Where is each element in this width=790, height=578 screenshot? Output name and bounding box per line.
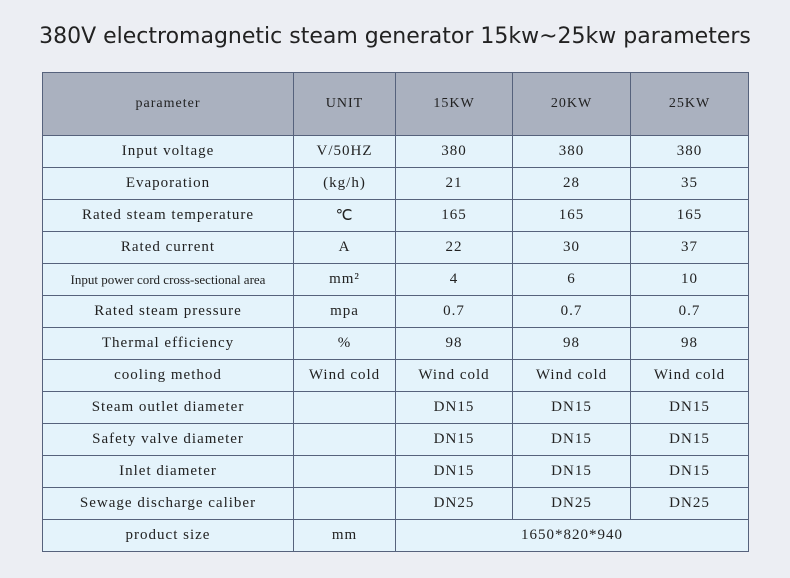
table-cell: Rated steam pressure <box>42 295 294 328</box>
table-row: Thermal efficiency% 98 98 98 <box>42 327 749 360</box>
table-cell: Input voltage <box>42 135 294 168</box>
table-cell: 28 <box>512 167 631 200</box>
table-cell: UNIT <box>293 72 396 136</box>
table-cell: DN15 <box>395 391 513 424</box>
table-cell: cooling method <box>42 359 294 392</box>
table-row: Input power cord cross-sectional area mm²… <box>42 263 749 296</box>
table-cell: A <box>293 231 396 264</box>
table-row: Rated steam temperature ℃ 165 165 165 <box>42 199 749 232</box>
table-cell: DN15 <box>630 423 749 456</box>
table-row: product size mm 1650*820*940 <box>42 519 749 552</box>
table-cell: DN15 <box>395 455 513 488</box>
table-cell: 380 <box>630 135 749 168</box>
table-cell: Input power cord cross-sectional area <box>42 263 294 296</box>
table-cell: DN15 <box>630 455 749 488</box>
table-cell: ℃ <box>293 199 396 232</box>
table-cell: 0.7 <box>512 295 631 328</box>
table-cell: Wind cold <box>293 359 396 392</box>
table-cell: mm² <box>293 263 396 296</box>
table-cell: Wind cold <box>512 359 631 392</box>
table-cell <box>293 423 396 456</box>
table-cell: 380 <box>395 135 513 168</box>
table-cell: mpa <box>293 295 396 328</box>
table-cell: 165 <box>630 199 749 232</box>
table-cell: Steam outlet diameter <box>42 391 294 424</box>
table-cell: 6 <box>512 263 631 296</box>
table-cell: DN15 <box>512 391 631 424</box>
table-cell: DN15 <box>630 391 749 424</box>
table-row: Steam outlet diameter DN15 DN15 DN15 <box>42 391 749 424</box>
table-cell: 15KW <box>395 72 513 136</box>
table-cell: 25KW <box>630 72 749 136</box>
table-cell: Wind cold <box>395 359 513 392</box>
table-row: Safety valve diameter DN15 DN15 DN15 <box>42 423 749 456</box>
table-row: Inlet diameter DN15 DN15 DN15 <box>42 455 749 488</box>
table-cell: Sewage discharge caliber <box>42 487 294 520</box>
table-row: Rated steam pressure mpa 0.7 0.7 0.7 <box>42 295 749 328</box>
table-cell: 98 <box>395 327 513 360</box>
table-row: Sewage discharge caliber DN25 DN25 DN25 <box>42 487 749 520</box>
table-cell: 380 <box>512 135 631 168</box>
table-cell: DN15 <box>395 423 513 456</box>
table-cell <box>293 455 396 488</box>
table-cell: Rated current <box>42 231 294 264</box>
table-cell: DN15 <box>512 423 631 456</box>
table-cell: 22 <box>395 231 513 264</box>
table-cell: % <box>293 327 396 360</box>
title: 380V electromagnetic steam generator 15k… <box>39 24 751 49</box>
table-cell: Safety valve diameter <box>42 423 294 456</box>
table-cell: 1650*820*940 <box>395 519 749 552</box>
table-cell: 20KW <box>512 72 631 136</box>
table-cell: mm <box>293 519 396 552</box>
table-cell: 0.7 <box>395 295 513 328</box>
table-cell: parameter <box>42 72 294 136</box>
table-cell: DN15 <box>512 455 631 488</box>
table-cell: V/50HZ <box>293 135 396 168</box>
parameter-table: parameter UNIT 15KW 20KW 25KW Input voltage V/… <box>42 72 749 552</box>
table-cell: 98 <box>512 327 631 360</box>
table-cell: 165 <box>395 199 513 232</box>
table-cell: DN25 <box>630 487 749 520</box>
table-row: Rated current A 22 30 37 <box>42 231 749 264</box>
table-cell: Evaporation <box>42 167 294 200</box>
table-row: Input voltage V/50HZ 380 380 380 <box>42 135 749 168</box>
table-cell: Wind cold <box>630 359 749 392</box>
table-cell <box>293 487 396 520</box>
table-cell: (kg/h) <box>293 167 396 200</box>
table-row: cooling method Wind cold Wind cold Wind col… <box>42 359 749 392</box>
table-cell: 10 <box>630 263 749 296</box>
table-cell: 4 <box>395 263 513 296</box>
table-cell: Rated steam temperature <box>42 199 294 232</box>
table-cell: 30 <box>512 231 631 264</box>
table-cell: 21 <box>395 167 513 200</box>
table-cell: Thermal efficiency <box>42 327 294 360</box>
table-cell: product size <box>42 519 294 552</box>
table-cell: DN25 <box>512 487 631 520</box>
table-row: Evaporation (kg/h) 21 28 35 <box>42 167 749 200</box>
table-cell: 165 <box>512 199 631 232</box>
table-cell <box>293 391 396 424</box>
table-row: parameter UNIT 15KW 20KW 25KW <box>42 72 749 136</box>
table-cell: 35 <box>630 167 749 200</box>
table-cell: DN25 <box>395 487 513 520</box>
table-cell: 98 <box>630 327 749 360</box>
table-cell: Inlet diameter <box>42 455 294 488</box>
table-cell: 37 <box>630 231 749 264</box>
table-cell: 0.7 <box>630 295 749 328</box>
